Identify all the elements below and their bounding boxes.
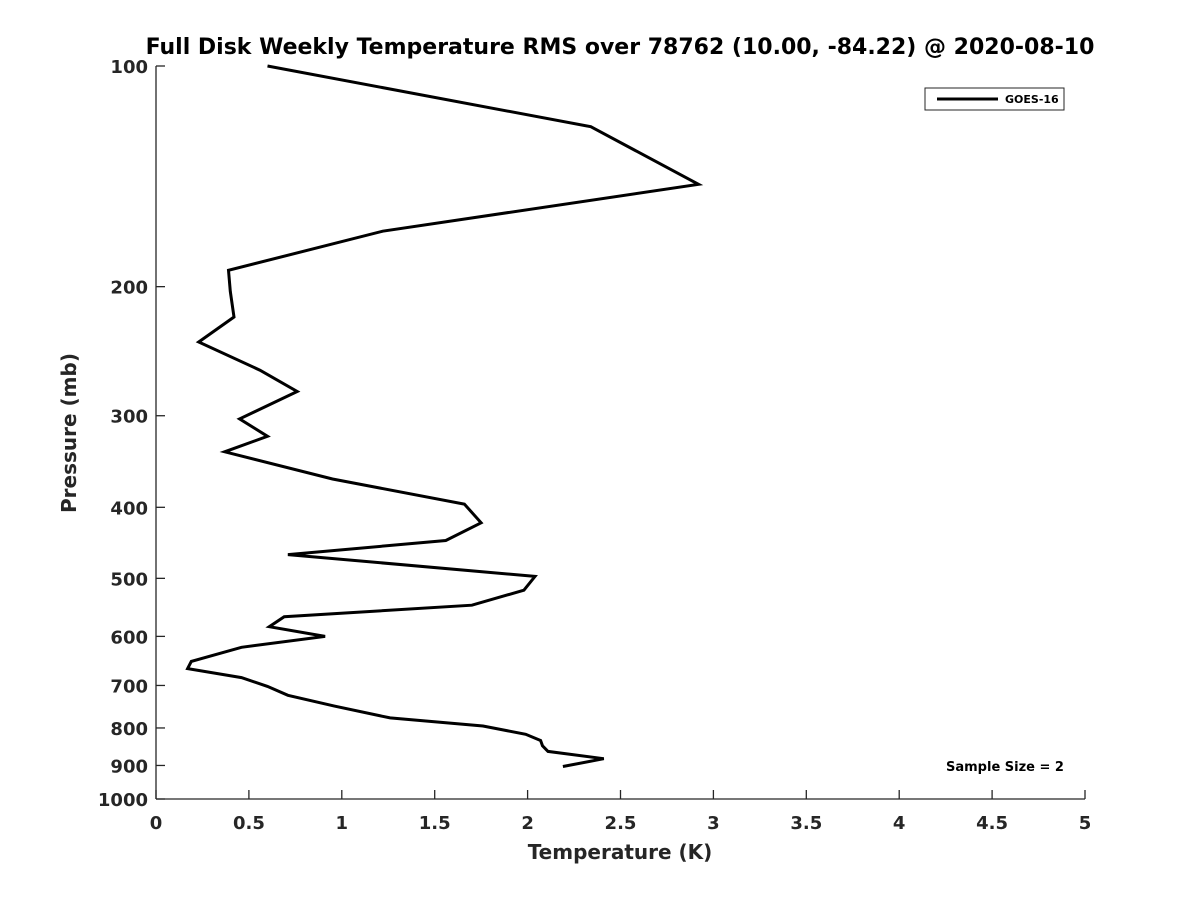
x-tick-label: 1 xyxy=(336,813,349,834)
y-tick-label: 900 xyxy=(110,756,148,777)
chart-title: Full Disk Weekly Temperature RMS over 78… xyxy=(146,35,1095,60)
plot-area xyxy=(156,66,1085,799)
y-tick-label: 400 xyxy=(110,498,148,519)
y-axis: 100 200 300 400 500 600 700 800 900 1000 xyxy=(98,57,165,811)
x-tick-label: 2 xyxy=(521,813,534,834)
x-tick-label: 3.5 xyxy=(790,813,822,834)
y-tick-label: 200 xyxy=(110,278,148,299)
x-tick-label: 1.5 xyxy=(419,813,451,834)
x-axis: 0 0.5 1 1.5 2 2.5 3 3.5 4 4.5 5 xyxy=(150,790,1092,834)
x-axis-title: Temperature (K) xyxy=(528,840,713,864)
x-tick-label: 3 xyxy=(707,813,720,834)
legend: GOES-16 xyxy=(924,87,1065,111)
legend-label: GOES-16 xyxy=(1005,93,1059,106)
series-line-goes-16 xyxy=(185,64,704,768)
y-axis-title: Pressure (mb) xyxy=(57,353,81,513)
x-tick-label: 0 xyxy=(150,813,163,834)
y-tick-label: 300 xyxy=(110,407,148,428)
x-tick-label: 2.5 xyxy=(605,813,637,834)
y-tick-label: 700 xyxy=(110,676,148,697)
x-tick-label: 4 xyxy=(893,813,906,834)
y-tick-label: 500 xyxy=(110,569,148,590)
sample-size-annotation: Sample Size = 2 xyxy=(946,760,1064,775)
x-tick-label: 0.5 xyxy=(233,813,265,834)
y-tick-label: 100 xyxy=(110,57,148,78)
x-tick-label: 4.5 xyxy=(976,813,1008,834)
y-tick-label: 800 xyxy=(110,719,148,740)
y-tick-label: 1000 xyxy=(98,790,148,811)
series-layer xyxy=(185,64,704,768)
y-tick-label: 600 xyxy=(110,627,148,648)
x-tick-label: 5 xyxy=(1079,813,1092,834)
